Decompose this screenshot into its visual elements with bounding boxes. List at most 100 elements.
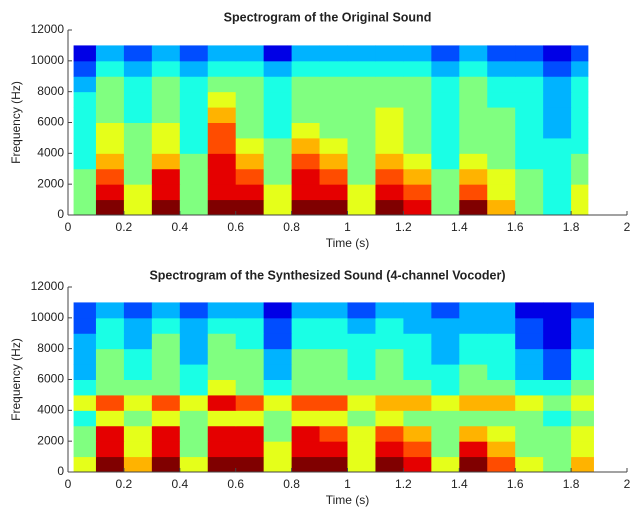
heatmap-cell <box>95 441 125 458</box>
heatmap-cell <box>95 302 125 319</box>
heatmap-cell <box>403 364 432 380</box>
heatmap-cell <box>263 168 293 185</box>
heatmap-cell <box>73 441 97 458</box>
heatmap-cell <box>123 364 153 380</box>
heatmap-cell <box>431 122 460 139</box>
heatmap-cell <box>543 168 572 185</box>
heatmap-cell <box>73 199 97 216</box>
heatmap-cell <box>487 333 516 350</box>
heatmap-cell <box>73 425 97 442</box>
heatmap-cell <box>207 410 237 427</box>
x-tick-label: 1.8 <box>563 477 580 491</box>
heatmap-cell <box>263 394 293 411</box>
heatmap-cell <box>291 394 321 411</box>
heatmap-cell <box>375 441 404 458</box>
heatmap-cell <box>459 394 488 411</box>
heatmap-cell <box>571 333 594 350</box>
heatmap-cell <box>151 364 181 380</box>
y-tick-label: 6000 <box>37 115 64 129</box>
heatmap-cell <box>431 394 460 411</box>
heatmap-cell <box>291 60 321 77</box>
heatmap-cell <box>151 317 181 334</box>
heatmap-cell <box>431 425 460 442</box>
heatmap-cell <box>431 364 460 380</box>
heatmap-cell <box>543 153 572 170</box>
heatmap-cell <box>207 302 237 319</box>
heatmap-cell <box>347 317 376 334</box>
heatmap-cell <box>347 379 376 396</box>
heatmap-cell <box>263 45 293 62</box>
heatmap-cell <box>347 153 376 170</box>
heatmap-cell <box>235 441 265 458</box>
heatmap-cell <box>291 168 321 185</box>
heatmap-cell <box>347 137 376 154</box>
heatmap-cell <box>543 107 572 123</box>
x-tick-label: 0 <box>65 220 72 234</box>
heatmap-cell <box>263 410 293 427</box>
heatmap-cell <box>73 348 97 365</box>
heatmap-cell <box>487 348 516 365</box>
heatmap-cell <box>123 153 153 170</box>
heatmap-cell <box>207 333 237 350</box>
heatmap-cell <box>487 60 516 77</box>
heatmap-cell <box>291 184 321 201</box>
heatmap-cell <box>123 137 153 154</box>
y-tick-label: 2000 <box>37 176 64 190</box>
heatmap-cell <box>515 379 544 396</box>
heatmap-cell <box>347 364 376 380</box>
heatmap-cell <box>543 410 572 427</box>
heatmap-cell <box>235 91 265 108</box>
heatmap-cell <box>291 425 321 442</box>
heatmap-cell <box>207 441 237 458</box>
heatmap-cell <box>95 364 125 380</box>
heatmap-cell <box>571 394 594 411</box>
heatmap-cell <box>179 425 209 442</box>
heatmap-cell <box>459 456 488 473</box>
heatmap-cell <box>95 184 125 201</box>
heatmap-cell <box>543 302 572 319</box>
heatmap-cell <box>123 91 153 108</box>
heatmap-cell <box>151 410 181 427</box>
heatmap-cell <box>235 107 265 123</box>
heatmap-cell <box>235 76 265 93</box>
heatmap-cell <box>73 76 97 93</box>
heatmap-cell <box>179 45 209 62</box>
heatmap-cell <box>319 45 348 62</box>
heatmap-cell <box>487 76 516 93</box>
heatmap-cell <box>347 199 376 216</box>
heatmap-cell <box>151 441 181 458</box>
heatmap-cell <box>487 394 516 411</box>
heatmap-cell <box>347 122 376 139</box>
heatmap-cell <box>95 45 125 62</box>
heatmap-cell <box>375 333 404 350</box>
heatmap-cell <box>179 107 209 123</box>
heatmap-cell <box>207 60 237 77</box>
heatmap-cell <box>543 199 572 216</box>
heatmap-cell <box>347 60 376 77</box>
heatmap-cell <box>431 45 460 62</box>
heatmap-cell <box>123 333 153 350</box>
heatmap-cell <box>291 364 321 380</box>
heatmap-cell <box>571 45 589 62</box>
heatmap-cell <box>543 76 572 93</box>
heatmap-cell <box>431 348 460 365</box>
heatmap-cell <box>263 91 293 108</box>
x-tick-label: 1.8 <box>563 220 580 234</box>
heatmap-cell <box>73 394 97 411</box>
x-tick-label: 0.4 <box>171 220 188 234</box>
x-tick-label: 1 <box>344 477 351 491</box>
heatmap-cell <box>375 168 404 185</box>
heatmap-cell <box>179 317 209 334</box>
heatmap-cell <box>179 153 209 170</box>
heatmap-cell <box>403 76 432 93</box>
heatmap-cell <box>515 317 544 334</box>
heatmap-cell <box>403 45 432 62</box>
heatmap-cell <box>179 379 209 396</box>
heatmap-cell <box>95 456 125 473</box>
heatmap-cell <box>431 441 460 458</box>
heatmap-cell <box>291 333 321 350</box>
heatmap-cell <box>459 76 488 93</box>
heatmap-cell <box>207 76 237 93</box>
heatmap-cell <box>515 184 544 201</box>
